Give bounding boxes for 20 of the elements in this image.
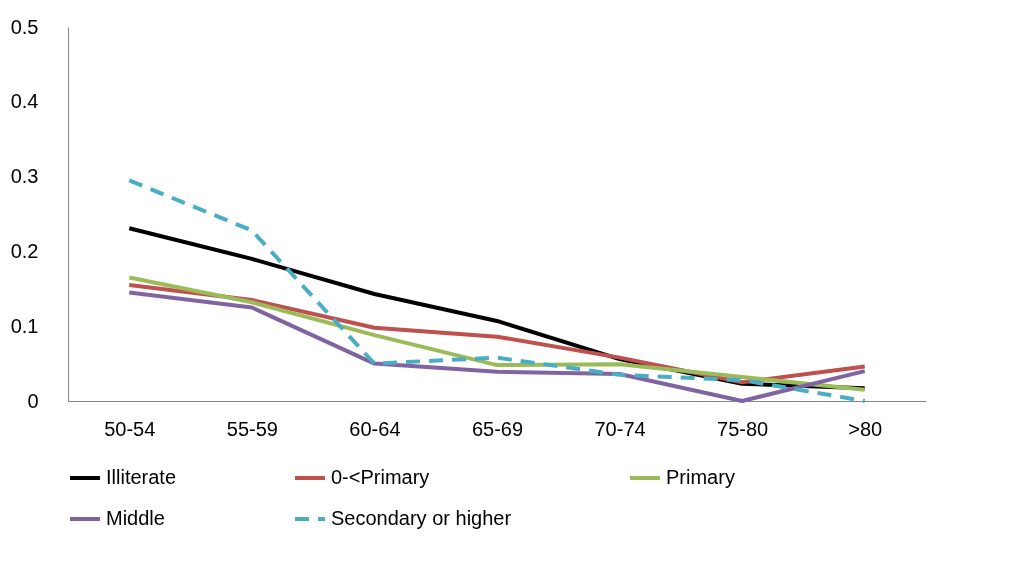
y-tick-label: 0.5 (10, 15, 39, 38)
legend-label: Illiterate (106, 466, 177, 488)
x-tick-label: 70-74 (594, 417, 646, 440)
line-series (127, 290, 867, 403)
x-tick-label: 50-54 (104, 417, 156, 440)
x-tick-label: 55-59 (226, 417, 278, 440)
line-series (127, 178, 867, 403)
y-tick-label: 0.4 (10, 90, 39, 113)
x-tick-label: >80 (848, 417, 883, 440)
legend-label: Primary (666, 466, 735, 488)
y-tick-label: 0.2 (10, 239, 39, 262)
x-tick-label: 60-64 (349, 417, 401, 440)
legend-label: Secondary or higher (331, 507, 512, 529)
x-tick-label: 75-80 (717, 417, 769, 440)
x-tick-label: 65-69 (471, 417, 524, 440)
y-tick-label: 0.1 (10, 314, 39, 337)
y-tick-label: 0.3 (10, 165, 39, 188)
legend-label: Middle (106, 507, 165, 529)
legend-label: 0-<Primary (331, 466, 430, 488)
y-tick-label: 0 (27, 389, 39, 412)
